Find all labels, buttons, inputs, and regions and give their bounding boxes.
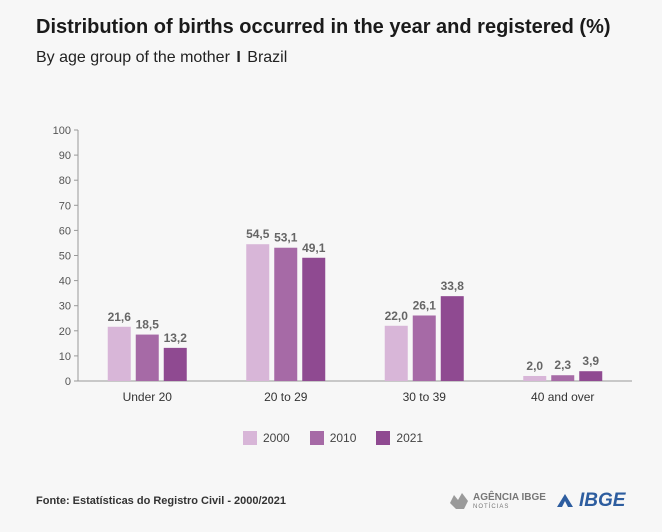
- chart-data-labels: 21,6 18,5 13,2 54,5 53,1 49,1 22,0 26,1 33,8 2,0 2…: [108, 227, 600, 373]
- bar: [163, 347, 187, 381]
- y-tick-label: 20: [59, 326, 71, 338]
- chart-legend: 2000 2010 2021: [243, 431, 423, 445]
- bar: [107, 326, 131, 381]
- chart-bars: [107, 244, 603, 381]
- subtitle-separator: I: [236, 49, 241, 66]
- bar: [440, 296, 464, 381]
- data-label: 54,5: [246, 227, 270, 241]
- y-tick-label: 80: [59, 175, 71, 187]
- y-tick-label: 100: [53, 125, 71, 137]
- data-label: 49,1: [302, 241, 326, 255]
- subtitle-main: By age group of the mother: [36, 49, 230, 66]
- agencia-logo-sub: NOTÍCIAS: [473, 503, 510, 510]
- legend-label-2010: 2010: [329, 431, 357, 445]
- data-label: 2,3: [554, 358, 571, 372]
- data-label: 33,8: [441, 279, 465, 293]
- data-label: 13,2: [164, 331, 188, 345]
- bar: [579, 371, 603, 381]
- chart-axes: 0 10 20 30 40 50 60 70 80 90 100 Under 20 20 to 29 30…: [53, 125, 632, 404]
- x-tick-label: 30 to 39: [403, 390, 447, 404]
- y-tick-label: 60: [59, 225, 71, 237]
- bar-chart: 0 10 20 30 40 50 60 70 80 90 100 Under 20 20 to 29 30…: [53, 125, 632, 404]
- chart-subtitle: By age group of the mother I Brazil: [36, 49, 287, 67]
- legend-label-2000: 2000: [263, 431, 290, 445]
- legend-item-2000: 2000: [243, 431, 290, 445]
- legend-label-2021: 2021: [396, 431, 424, 445]
- legend-item-2010: 2010: [309, 431, 357, 445]
- subtitle-place: Brazil: [247, 49, 288, 66]
- bar: [412, 315, 436, 381]
- bar: [302, 257, 326, 381]
- bar: [274, 247, 298, 381]
- bar: [246, 244, 270, 381]
- y-tick-label: 0: [65, 376, 71, 388]
- data-label: 18,5: [136, 318, 160, 332]
- data-label: 2,0: [526, 359, 543, 373]
- data-label: 3,9: [582, 354, 599, 368]
- y-tick-label: 10: [59, 351, 71, 363]
- x-tick-label: 20 to 29: [264, 390, 308, 404]
- ibge-logo: IBGE: [554, 490, 625, 512]
- y-tick-label: 30: [59, 301, 71, 313]
- bar: [551, 375, 575, 381]
- chart-title: Distribution of births occurred in the y…: [36, 16, 611, 38]
- source-note: Fonte: Estatísticas do Registro Civil - …: [36, 495, 287, 507]
- ibge-logo-text: IBGE: [578, 490, 626, 511]
- y-tick-label: 50: [59, 251, 71, 263]
- agencia-logo-text: AGÊNCIA IBGE: [473, 491, 546, 503]
- bar: [135, 334, 159, 381]
- data-label: 53,1: [274, 231, 298, 245]
- y-tick-label: 90: [59, 150, 71, 162]
- ibge-mark-icon: [556, 494, 573, 507]
- data-label: 22,0: [385, 309, 409, 323]
- y-tick-label: 70: [59, 200, 71, 212]
- legend-swatch-2000: [243, 431, 257, 445]
- bar: [384, 325, 408, 381]
- bar: [523, 375, 547, 381]
- legend-swatch-2010: [309, 431, 324, 445]
- legend-item-2021: 2021: [376, 431, 423, 445]
- agencia-mark-icon: [450, 493, 468, 509]
- data-label: 21,6: [108, 310, 132, 324]
- footer-logos: AGÊNCIA IBGE NOTÍCIAS IBGE: [448, 490, 625, 512]
- data-label: 26,1: [413, 298, 437, 312]
- legend-swatch-2021: [376, 431, 391, 445]
- y-tick-label: 40: [59, 276, 71, 288]
- agencia-ibge-logo: AGÊNCIA IBGE NOTÍCIAS: [448, 491, 546, 511]
- x-tick-label: Under 20: [123, 390, 173, 404]
- x-tick-label: 40 and over: [531, 390, 594, 404]
